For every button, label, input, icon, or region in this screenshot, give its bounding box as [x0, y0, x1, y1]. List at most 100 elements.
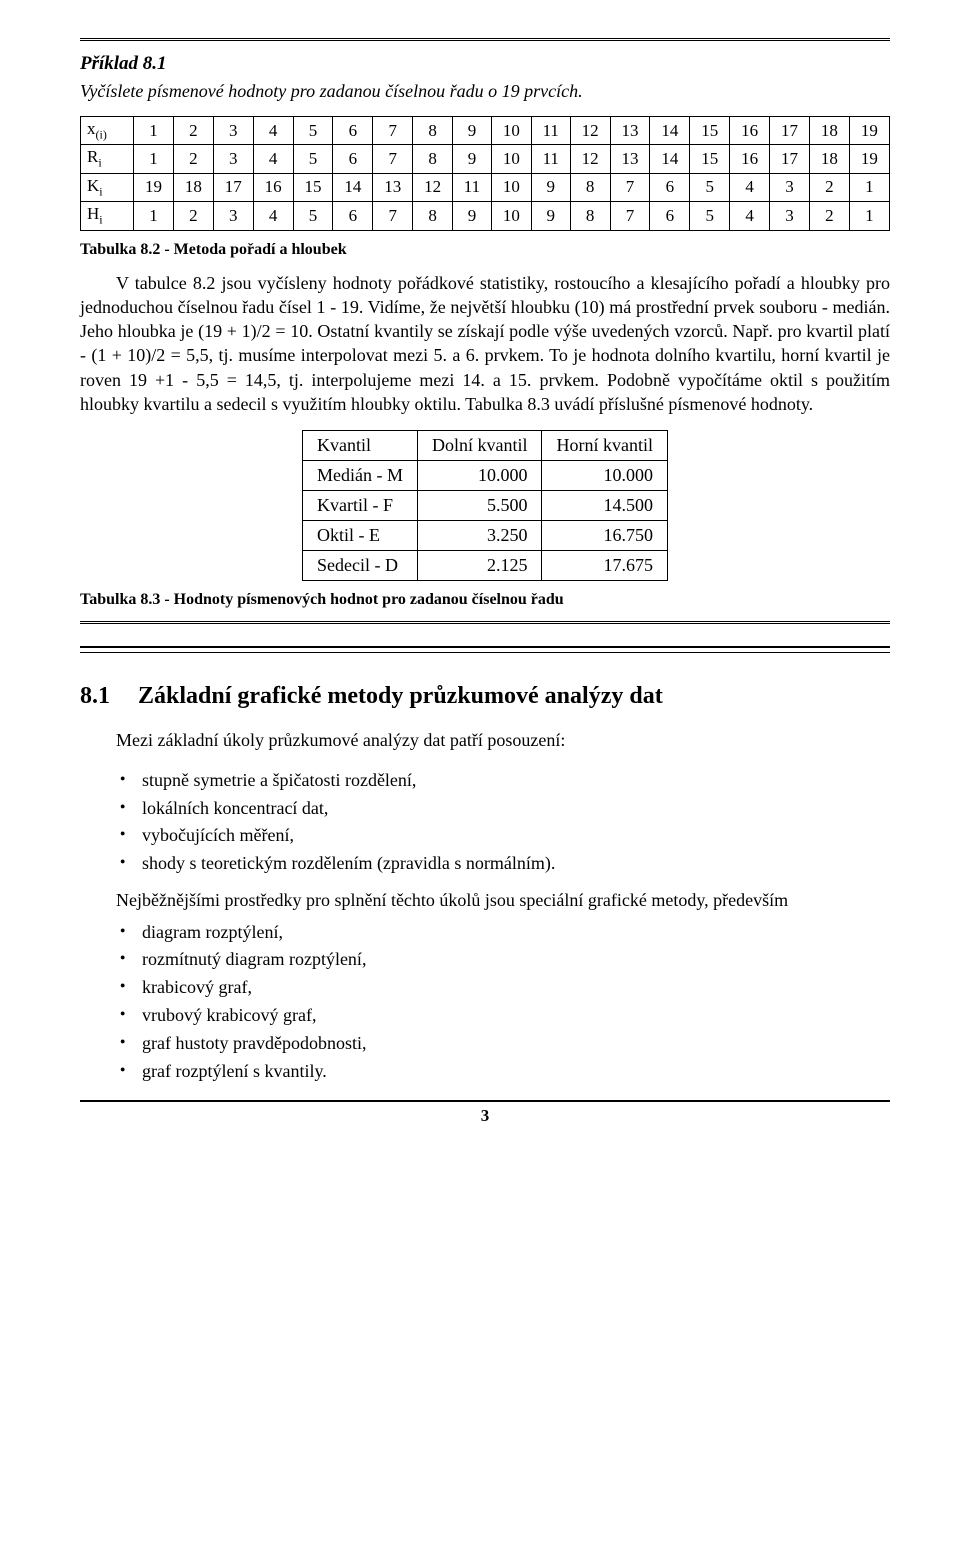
table-cell: 14.500: [542, 491, 668, 521]
table-8-3-caption: Tabulka 8.3 - Hodnoty písmenových hodnot…: [80, 591, 890, 609]
table-cell: 14: [650, 117, 690, 145]
table-cell: 10: [491, 202, 531, 230]
example-subtitle: Vyčíslete písmenové hodnoty pro zadanou …: [80, 81, 890, 102]
section-divider: [80, 646, 890, 653]
table-row-label: Ri: [81, 145, 134, 173]
paragraph-1: V tabulce 8.2 jsou vyčísleny hodnoty poř…: [80, 271, 890, 417]
table-cell: 17: [770, 117, 810, 145]
list-item: diagram rozptýlení,: [120, 919, 890, 947]
table-cell: Oktil - E: [303, 521, 418, 551]
table-cell: 3: [770, 173, 810, 201]
table-cell: 7: [610, 173, 650, 201]
table-cell: 6: [650, 202, 690, 230]
table-cell: 9: [453, 145, 492, 173]
table-cell: 17.675: [542, 551, 668, 581]
table-cell: 3: [213, 145, 253, 173]
mid-rule: [80, 621, 890, 624]
table-cell: 12: [570, 145, 610, 173]
table-cell: 11: [453, 173, 492, 201]
list-item: krabicový graf,: [120, 974, 890, 1002]
table-cell: 13: [610, 145, 650, 173]
section-number: 8.1: [80, 683, 132, 710]
page-number: 3: [80, 1106, 890, 1126]
section-title: Základní grafické metody průzkumové anal…: [138, 683, 663, 709]
table-cell: 9: [531, 202, 570, 230]
table-cell: 9: [453, 117, 492, 145]
table-header-cell: Horní kvantil: [542, 431, 668, 461]
table-cell: 13: [610, 117, 650, 145]
table-cell: 14: [650, 145, 690, 173]
example-title: Příklad 8.1: [80, 53, 890, 75]
table-cell: 8: [413, 202, 453, 230]
table-cell: 3: [213, 117, 253, 145]
table-cell: 7: [373, 202, 413, 230]
section-heading: 8.1 Základní grafické metody průzkumové …: [80, 683, 890, 710]
table-cell: 17: [213, 173, 253, 201]
table-cell: 4: [253, 202, 293, 230]
top-rule: [80, 38, 890, 41]
table-cell: 12: [413, 173, 453, 201]
table-cell: 11: [531, 145, 570, 173]
table-cell: 18: [173, 173, 213, 201]
table-cell: 5: [293, 145, 333, 173]
table-cell: 8: [413, 117, 453, 145]
table-cell: 18: [809, 145, 849, 173]
table-cell: 6: [333, 117, 373, 145]
table-cell: 19: [849, 145, 889, 173]
table-row-label: Hi: [81, 202, 134, 230]
table-cell: 12: [570, 117, 610, 145]
table-cell: 8: [570, 173, 610, 201]
list-item: stupně symetrie a špičatosti rozdělení,: [120, 767, 890, 795]
table-cell: 10: [491, 117, 531, 145]
bottom-rule: [80, 1100, 890, 1102]
table-cell: 14: [333, 173, 373, 201]
table-cell: 1: [849, 202, 889, 230]
table-cell: 19: [849, 117, 889, 145]
list-item: rozmítnutý diagram rozptýlení,: [120, 946, 890, 974]
table-cell: 10.000: [542, 461, 668, 491]
table-cell: 16.750: [542, 521, 668, 551]
table-cell: Sedecil - D: [303, 551, 418, 581]
table-cell: 4: [730, 202, 770, 230]
table-cell: 6: [333, 202, 373, 230]
table-cell: 5: [690, 202, 730, 230]
table-cell: 1: [849, 173, 889, 201]
table-cell: Kvartil - F: [303, 491, 418, 521]
table-8-2: x(i)12345678910111213141516171819Ri12345…: [80, 116, 890, 231]
table-cell: 3: [213, 202, 253, 230]
table-row-label: Ki: [81, 173, 134, 201]
list-item: lokálních koncentrací dat,: [120, 795, 890, 823]
table-cell: 4: [253, 145, 293, 173]
table-cell: 7: [373, 117, 413, 145]
table-cell: 1: [134, 117, 174, 145]
table-cell: 1: [134, 202, 174, 230]
table-cell: 3: [770, 202, 810, 230]
bullet-list-2: diagram rozptýlení,rozmítnutý diagram ro…: [80, 919, 890, 1086]
table-cell: 5: [293, 117, 333, 145]
table-cell: 16: [730, 145, 770, 173]
table-cell: 6: [650, 173, 690, 201]
table-cell: 10.000: [417, 461, 542, 491]
table-cell: 2: [173, 117, 213, 145]
table-cell: 15: [690, 117, 730, 145]
table-cell: Medián - M: [303, 461, 418, 491]
table-cell: 8: [413, 145, 453, 173]
table-cell: 10: [491, 145, 531, 173]
table-cell: 9: [453, 202, 492, 230]
table-cell: 2: [173, 202, 213, 230]
table-cell: 5: [293, 202, 333, 230]
table-header-cell: Kvantil: [303, 431, 418, 461]
table-cell: 8: [570, 202, 610, 230]
bullet-list-1: stupně symetrie a špičatosti rozdělení,l…: [80, 767, 890, 879]
list-item: shody s teoretickým rozdělením (zpravidl…: [120, 850, 890, 878]
list-item: graf rozptýlení s kvantily.: [120, 1058, 890, 1086]
table-cell: 5: [690, 173, 730, 201]
table-cell: 5.500: [417, 491, 542, 521]
table-cell: 3.250: [417, 521, 542, 551]
table-cell: 17: [770, 145, 810, 173]
table-cell: 16: [253, 173, 293, 201]
table-cell: 15: [690, 145, 730, 173]
table-cell: 10: [491, 173, 531, 201]
table-8-2-caption: Tabulka 8.2 - Metoda pořadí a hloubek: [80, 241, 890, 259]
paragraph-2: Mezi základní úkoly průzkumové analýzy d…: [80, 728, 890, 752]
